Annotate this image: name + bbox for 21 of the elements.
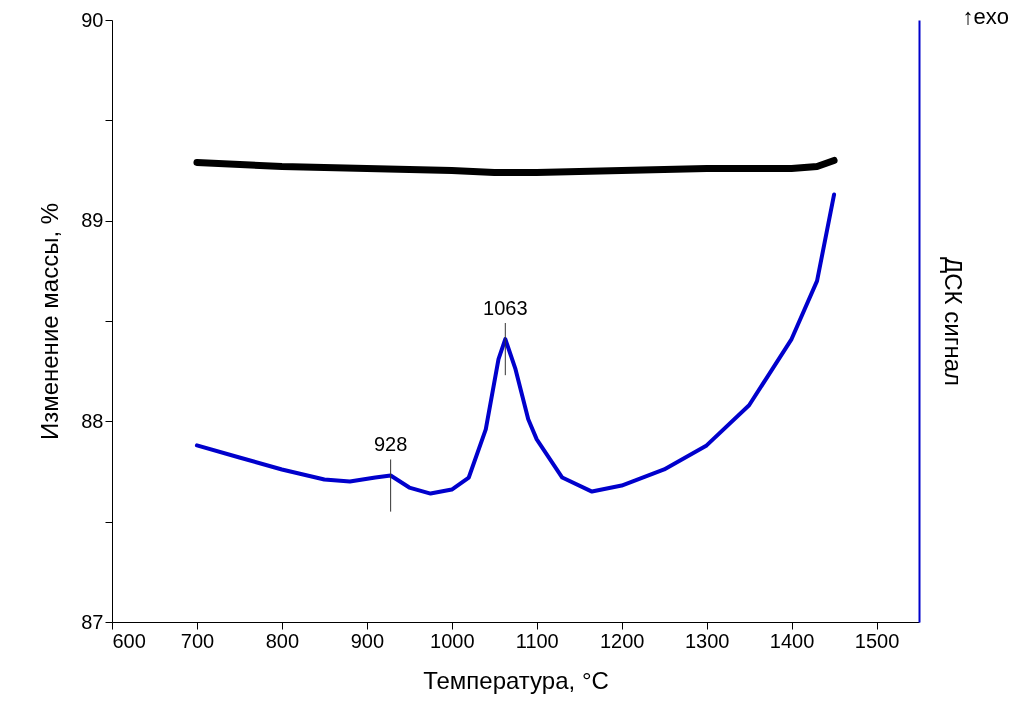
x-tick-label: 900 (350, 629, 385, 652)
annotation: 1063 (483, 296, 528, 319)
x-axis-title: Температура, °C (423, 666, 609, 694)
x-tick-label: 1400 (769, 629, 815, 652)
y-tick-label: 90 (81, 8, 104, 31)
y-axis-title: Изменение массы, % (36, 202, 64, 441)
y-tick-label: 88 (81, 409, 104, 432)
x-tick-label: 1100 (515, 629, 559, 652)
x-tick-label: 1300 (684, 629, 730, 652)
x-tick-label: 800 (265, 629, 300, 652)
y-tick-label: 87 (81, 610, 104, 633)
x-tick-label: 700 (180, 629, 215, 652)
line-series (194, 192, 837, 496)
x-tick-label: 1000 (430, 629, 475, 652)
x-tick-label: 600 (112, 629, 146, 652)
text: ↑exo (962, 4, 1009, 30)
annotation: 928 (373, 433, 408, 456)
x-tick-label: 1200 (599, 629, 645, 652)
x-tick-label: 1500 (854, 629, 900, 652)
y-tick-label: 89 (81, 209, 104, 232)
y2-axis-title: ДСК сигнал (939, 257, 967, 386)
